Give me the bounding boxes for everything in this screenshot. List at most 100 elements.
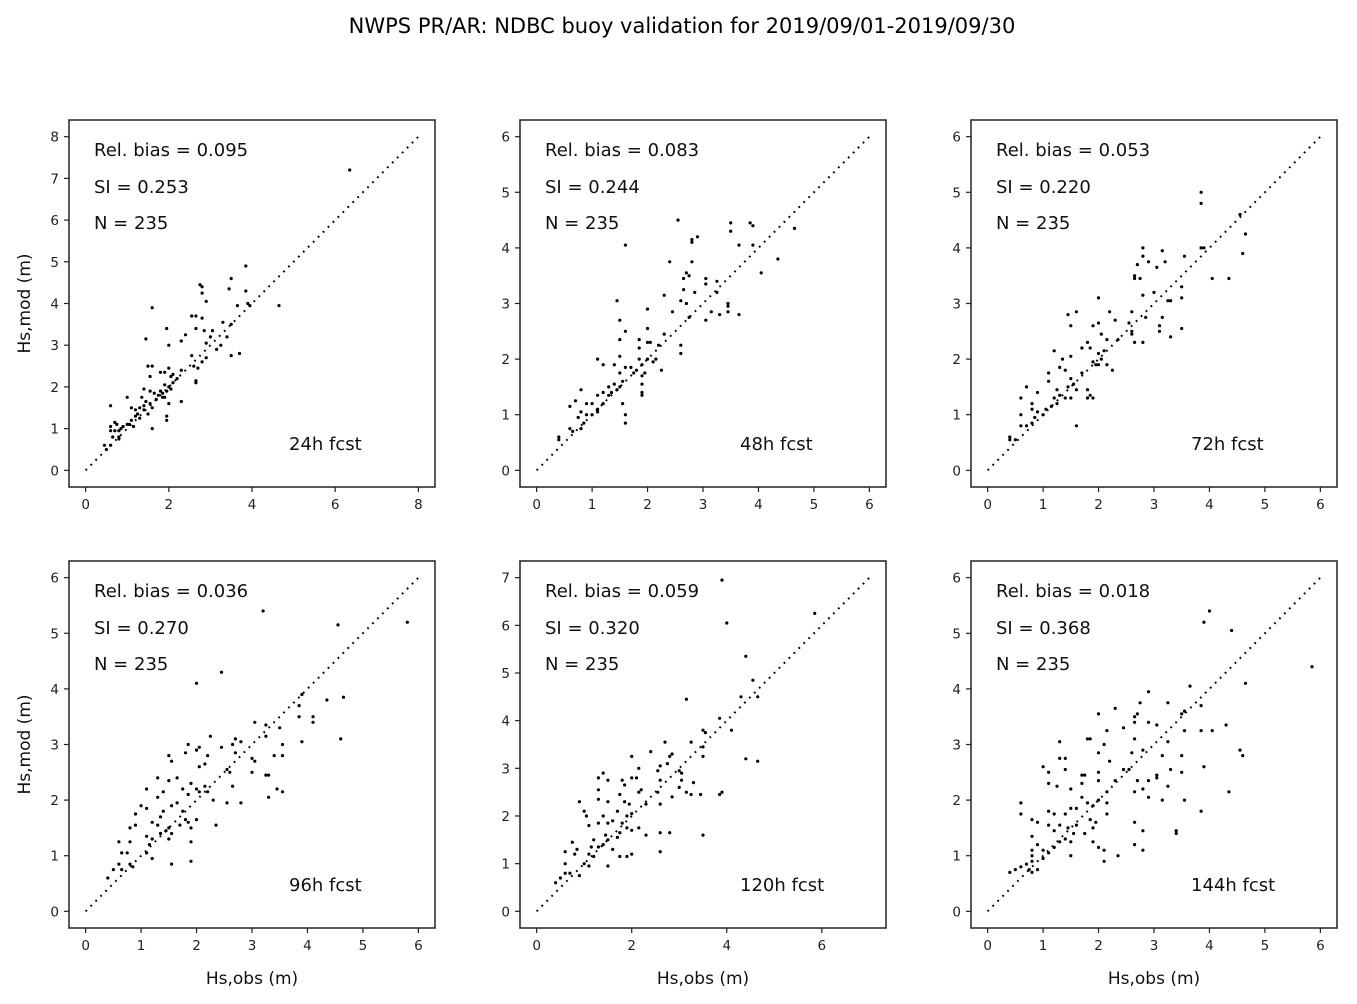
data-point [1199, 201, 1203, 205]
data-point [563, 871, 567, 875]
data-point [1182, 729, 1187, 733]
data-point [584, 814, 589, 818]
data-point [1202, 765, 1206, 769]
data-point [1013, 438, 1018, 442]
data-point [111, 868, 115, 872]
data-point [1121, 767, 1126, 772]
data-point [1096, 351, 1101, 356]
data-point [194, 787, 199, 791]
data-point [701, 754, 705, 759]
data-point [1133, 720, 1137, 724]
x-tick-label: 2 [627, 938, 636, 954]
data-point [1069, 377, 1073, 381]
data-point [577, 874, 582, 878]
data-point [117, 840, 121, 844]
data-point [235, 304, 239, 308]
y-tick-label: 6 [952, 571, 961, 587]
data-point [663, 740, 667, 744]
data-point [1130, 751, 1134, 755]
data-point [615, 835, 620, 840]
data-point [150, 820, 154, 824]
data-point [1202, 620, 1206, 624]
data-point [239, 740, 243, 744]
data-point [280, 790, 285, 794]
data-point [170, 862, 174, 866]
data-point [1091, 826, 1095, 830]
data-point [596, 357, 600, 361]
data-point [1030, 834, 1034, 838]
y-tick-label: 2 [50, 380, 59, 396]
data-point [684, 301, 689, 306]
data-point [150, 427, 154, 431]
data-point [144, 337, 148, 341]
data-point [729, 221, 733, 225]
panel-48h-fcst: 0 1 2 3 4 5 6 0 1 2 3 4 5 6 Rel. bias = 0.083 SI = 0.24… [501, 119, 887, 513]
data-point [1099, 332, 1103, 336]
y-tick-label: 4 [952, 682, 961, 698]
data-point [611, 847, 615, 852]
data-point [1030, 402, 1034, 406]
data-point [623, 413, 628, 417]
data-point [682, 288, 686, 292]
data-point [1160, 754, 1164, 758]
data-point [1188, 684, 1192, 688]
data-point [145, 787, 149, 791]
data-point [1138, 701, 1142, 705]
data-point [203, 762, 207, 766]
data-point [204, 356, 208, 360]
x-tick-label: 0 [532, 938, 541, 954]
data-point [625, 826, 629, 830]
data-point [689, 740, 693, 744]
data-point [196, 366, 200, 370]
data-point [623, 329, 628, 333]
si-annotation: SI = 0.368 [996, 618, 1091, 639]
forecast-hour-label: 120h fcst [740, 875, 824, 896]
y-tick-label: 0 [501, 463, 510, 479]
x-tick-label: 2 [643, 497, 652, 513]
data-point [131, 865, 135, 869]
data-point [677, 769, 681, 773]
data-point [1044, 407, 1048, 411]
data-point [186, 742, 190, 747]
data-point [183, 333, 188, 337]
data-point [554, 881, 558, 885]
data-point [579, 410, 583, 414]
data-point [640, 390, 644, 395]
data-point [1141, 787, 1145, 791]
data-point [1041, 848, 1045, 852]
x-tick-label: 6 [865, 497, 874, 513]
data-point [167, 837, 171, 841]
data-point [656, 790, 660, 794]
scatter-points [1008, 190, 1248, 442]
si-annotation: SI = 0.320 [545, 618, 640, 639]
data-point [1052, 396, 1056, 400]
data-point [1085, 737, 1090, 741]
data-point [194, 818, 199, 822]
data-point [186, 792, 190, 797]
data-point [1069, 396, 1073, 400]
data-point [142, 408, 146, 412]
data-point [658, 764, 662, 768]
data-point [658, 831, 662, 835]
data-point [1052, 349, 1056, 353]
data-point [1157, 324, 1162, 328]
axes-frame [519, 119, 887, 488]
data-point [272, 754, 276, 758]
data-point [1052, 845, 1056, 850]
data-point [179, 399, 183, 404]
data-point [693, 290, 697, 294]
data-point [1310, 665, 1314, 669]
data-point [701, 745, 705, 749]
x-tick-label: 0 [983, 497, 992, 513]
data-point [1113, 779, 1117, 783]
data-point [233, 751, 237, 755]
data-point [311, 720, 315, 724]
data-point [200, 285, 204, 289]
data-point [587, 823, 591, 828]
data-point [129, 406, 133, 410]
data-point [1091, 804, 1095, 808]
y-tick-label: 1 [501, 857, 510, 873]
data-point [165, 414, 169, 418]
data-point [637, 357, 641, 361]
data-point [165, 326, 169, 331]
